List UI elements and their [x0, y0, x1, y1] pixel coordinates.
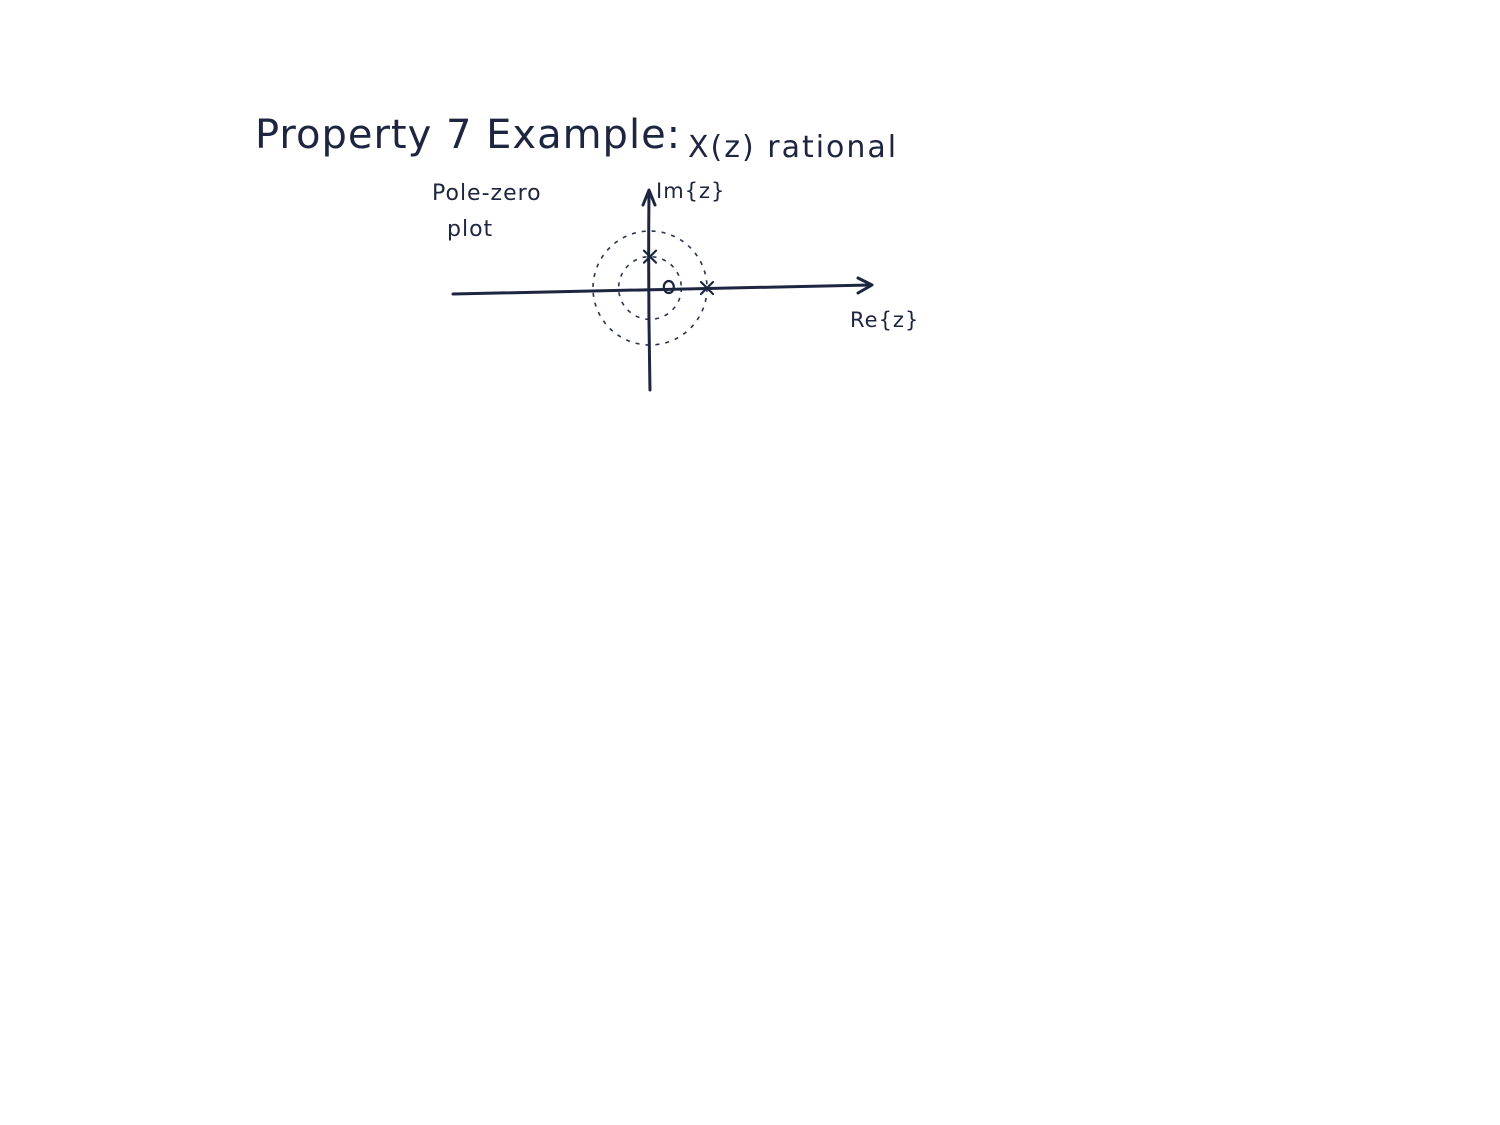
note-plot: plot: [447, 217, 493, 242]
subtitle-x-z-rational: X(z) rational: [688, 130, 898, 165]
zero-marker-1: [662, 279, 675, 295]
real-axis-arrowhead: [856, 276, 874, 295]
page-title: Property 7 Example:: [255, 112, 681, 158]
real-axis: [451, 283, 872, 296]
pole-marker-1: [699, 280, 715, 296]
note-pole-zero: Pole-zero: [432, 181, 542, 206]
imaginary-axis-arrowhead: [641, 188, 657, 207]
imaginary-axis-label: Im{z}: [656, 179, 725, 203]
imaginary-axis: [647, 190, 652, 392]
pole-marker-2: [642, 249, 658, 264]
real-axis-label: Re{z}: [850, 308, 919, 332]
pole-zero-markers: [642, 249, 715, 296]
